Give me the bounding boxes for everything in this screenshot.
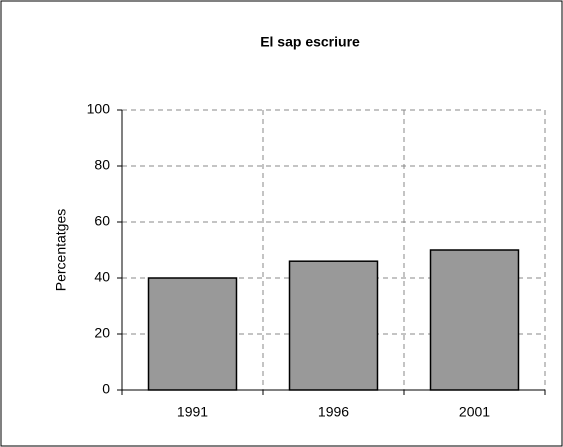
bar [429, 249, 520, 391]
bar [288, 260, 379, 391]
x-tick-label: 1996 [318, 404, 349, 420]
chart-title: El sap escriure [260, 34, 360, 50]
x-tick-label: 1991 [177, 404, 208, 420]
y-tick-label: 100 [87, 101, 111, 117]
bar [147, 277, 238, 391]
y-tick-label: 80 [94, 157, 110, 173]
y-tick-label: 0 [102, 381, 110, 397]
y-axis-label: Percentatges [53, 209, 69, 292]
y-tick-label: 60 [94, 213, 110, 229]
x-tick-label: 2001 [459, 404, 490, 420]
y-tick-label: 20 [94, 325, 110, 341]
y-tick-label: 40 [94, 269, 110, 285]
